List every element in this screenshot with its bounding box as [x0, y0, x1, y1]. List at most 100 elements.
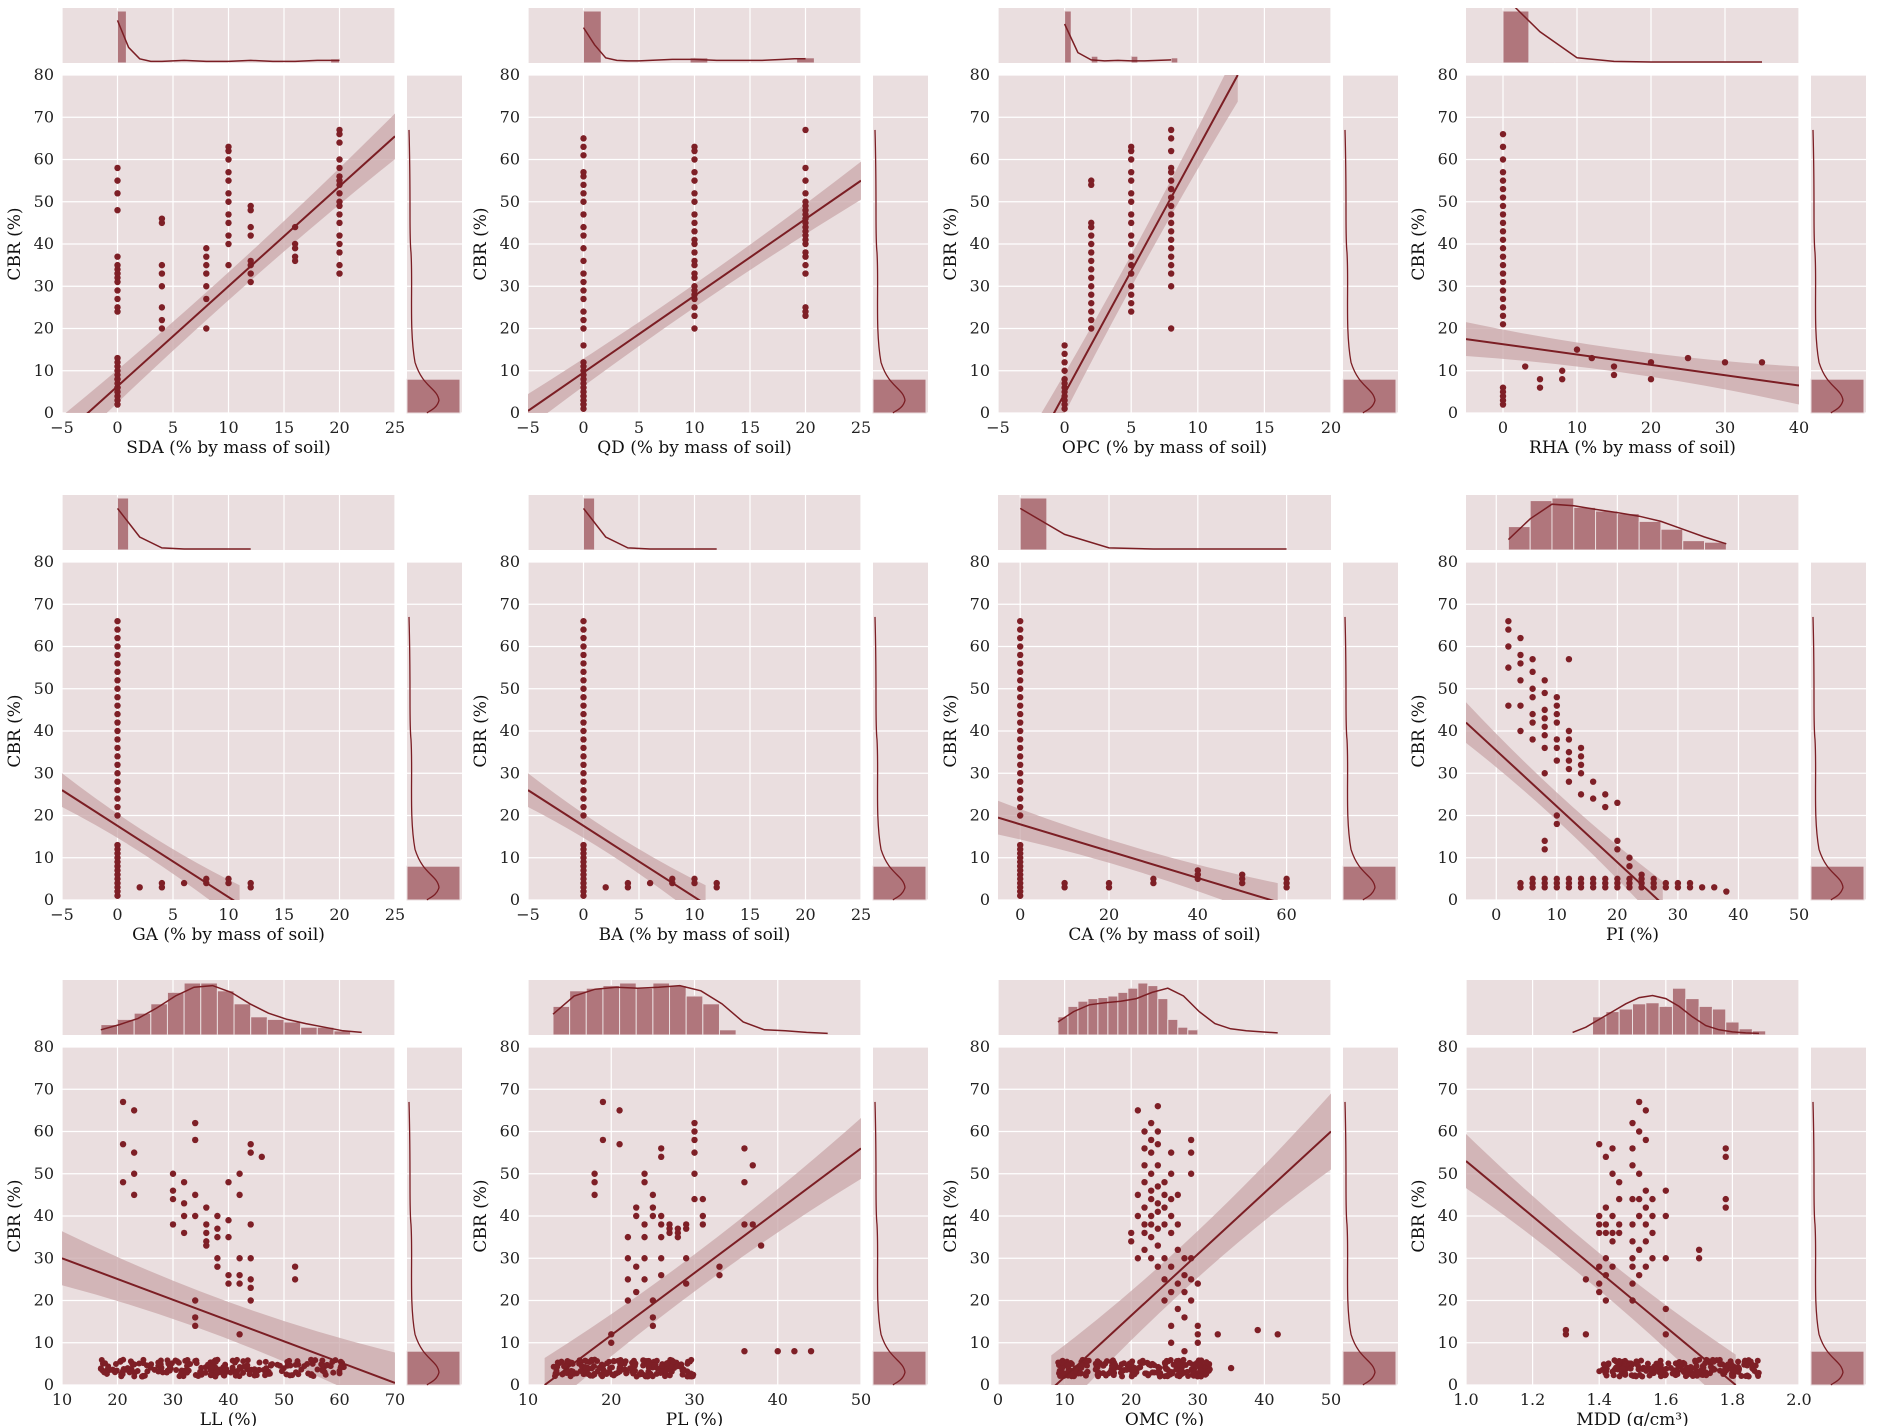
data-point — [580, 753, 587, 760]
data-point — [1662, 1187, 1670, 1194]
y-axis-label: CBR (%) — [941, 694, 961, 767]
data-point — [1662, 1372, 1669, 1379]
data-point — [1088, 177, 1095, 184]
data-point — [1141, 1145, 1148, 1152]
data-point — [1194, 1322, 1202, 1330]
y-tick-label: 60 — [34, 637, 54, 656]
y-tick-label: 70 — [970, 594, 990, 613]
data-point — [1167, 270, 1175, 277]
y-tick-label: 50 — [34, 1164, 54, 1183]
data-point — [1635, 1195, 1643, 1203]
x-tick-label: −5 — [50, 418, 74, 437]
data-point — [319, 1367, 326, 1374]
data-point — [1167, 219, 1175, 227]
data-point — [114, 304, 121, 311]
x-tick-label: 2.0 — [1786, 1390, 1811, 1409]
y-tick-label: 50 — [34, 679, 54, 698]
x-tick-label: 20 — [1321, 418, 1341, 437]
data-point — [616, 1107, 623, 1114]
data-point — [1728, 1372, 1735, 1379]
data-point — [614, 1369, 621, 1376]
data-point — [291, 1263, 299, 1270]
side-hist-bar — [1342, 865, 1397, 901]
data-point — [1609, 1170, 1616, 1177]
data-point — [1635, 1366, 1642, 1373]
data-point — [591, 1170, 598, 1177]
side-hist-bar — [872, 378, 927, 414]
data-point — [203, 261, 210, 269]
confidence-band — [1466, 1134, 1736, 1385]
side-kde-curve — [1812, 1101, 1844, 1386]
data-point — [1167, 147, 1175, 155]
top-hist-bar — [300, 1026, 318, 1035]
data-point — [114, 164, 121, 172]
data-point — [1187, 1136, 1195, 1144]
y-tick-label: 10 — [1438, 361, 1458, 380]
data-point — [1499, 287, 1507, 294]
data-point — [1614, 884, 1621, 891]
top-hist-bar — [1528, 61, 1556, 63]
data-point — [1499, 185, 1507, 193]
data-point — [1156, 1371, 1163, 1378]
data-point — [716, 1263, 723, 1270]
data-point — [225, 1217, 232, 1224]
data-point — [1596, 1368, 1603, 1375]
data-point — [1161, 1255, 1168, 1262]
data-point — [203, 253, 210, 260]
data-point — [247, 1140, 254, 1148]
data-point — [691, 312, 698, 320]
top-kde-curve — [1572, 994, 1760, 1035]
data-point — [258, 1153, 265, 1161]
top-kde-curve — [1063, 23, 1172, 62]
y-tick-label: 20 — [970, 319, 990, 338]
y-tick-label: 20 — [34, 1291, 54, 1310]
data-point — [1602, 1204, 1610, 1211]
data-point — [139, 1373, 146, 1380]
side-kde-curve — [408, 1101, 440, 1386]
data-point — [114, 841, 121, 849]
data-point — [1194, 1280, 1202, 1287]
grid-lines — [61, 1046, 396, 1386]
regression-line — [998, 816, 1275, 900]
data-point — [1167, 283, 1175, 290]
x-axis-label: PL (%) — [666, 1410, 724, 1426]
data-point — [1589, 875, 1597, 883]
x-tick-label: 60 — [329, 1390, 349, 1409]
side-kde-curve — [874, 1101, 906, 1386]
data-point — [604, 1360, 611, 1367]
data-point — [1167, 202, 1175, 210]
y-tick-label: 10 — [1438, 848, 1458, 867]
data-point — [658, 1153, 665, 1161]
y-tick-label: 40 — [1438, 234, 1458, 253]
x-axis-label: GA (% by mass of soil) — [132, 925, 325, 945]
data-point — [691, 325, 698, 332]
data-point — [1596, 1280, 1603, 1287]
data-point — [1657, 1362, 1664, 1369]
data-point — [691, 228, 698, 235]
data-point — [1619, 1365, 1626, 1372]
y-axis-label: CBR (%) — [941, 1179, 961, 1252]
x-tick-label: 10 — [1547, 905, 1567, 924]
data-point — [336, 164, 343, 172]
y-tick-label: 60 — [970, 150, 990, 169]
data-point — [643, 1372, 650, 1379]
data-point — [633, 1212, 640, 1220]
x-tick-label: 40 — [1188, 905, 1208, 924]
data-point — [1499, 177, 1507, 184]
y-tick-label: 0 — [1448, 890, 1458, 909]
data-point — [114, 778, 121, 785]
x-tick-label: 25 — [851, 905, 871, 924]
data-point — [114, 694, 121, 701]
x-tick-label: 50 — [1789, 905, 1809, 924]
data-point — [214, 1263, 221, 1270]
data-point — [802, 261, 809, 269]
data-point — [1647, 376, 1655, 383]
y-tick-label: 70 — [1438, 107, 1458, 126]
data-point — [1083, 1362, 1090, 1369]
main-plot-area — [62, 617, 254, 900]
data-point — [1609, 1263, 1616, 1270]
data-point — [1536, 384, 1544, 391]
data-point — [1064, 1362, 1071, 1369]
joint-plot-11: 0 10 20 30 40 50 0 10 20 30 40 50 60 70 80 OMC (%) CBR (… — [941, 980, 1398, 1426]
data-point — [649, 1212, 657, 1220]
